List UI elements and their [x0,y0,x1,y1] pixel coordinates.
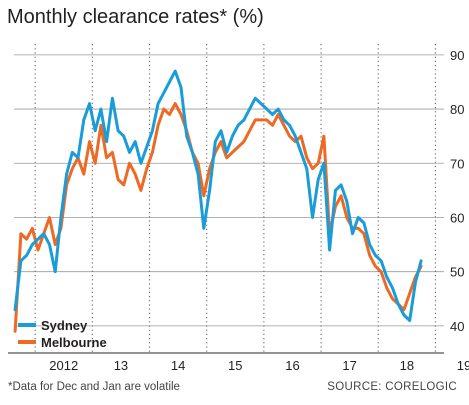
plot-background [14,44,444,353]
series-layer [13,69,423,333]
legend-label-sydney: Sydney [41,318,88,333]
y-tick-label-90: 90 [450,48,464,63]
x-tick-label-15: 15 [228,358,242,373]
series-line-sydney [13,69,423,322]
y-axis-ticks: 40 50 60 70 80 90 [450,48,464,334]
x-tick-label-16: 16 [285,358,299,373]
y-tick-label-60: 60 [450,210,464,225]
y-tick-label-80: 80 [450,102,464,117]
x-tick-label-17: 17 [342,358,356,373]
x-tick-label-19: 19 [457,358,469,373]
x-tick-label-18: 18 [400,358,414,373]
x-axis-ticks: 2012 13 14 15 16 17 18 19 [49,358,469,373]
footnote: *Data for Dec and Jan are volatile [8,381,180,393]
y-tick-label-40: 40 [450,319,464,334]
legend: Sydney Melbourne [18,318,107,350]
grid-lines [8,44,444,354]
y-tick-label-50: 50 [450,265,464,280]
y-tick-label-70: 70 [450,156,464,171]
legend-label-melbourne: Melbourne [41,335,107,350]
x-tick-label-13: 13 [114,358,128,373]
source-credit: SOURCE: CORELOGIC [327,381,457,393]
x-tick-label-14: 14 [171,358,185,373]
chart-title: Monthly clearance rates* (%) [7,6,264,28]
x-tick-label-2012: 2012 [49,358,78,373]
